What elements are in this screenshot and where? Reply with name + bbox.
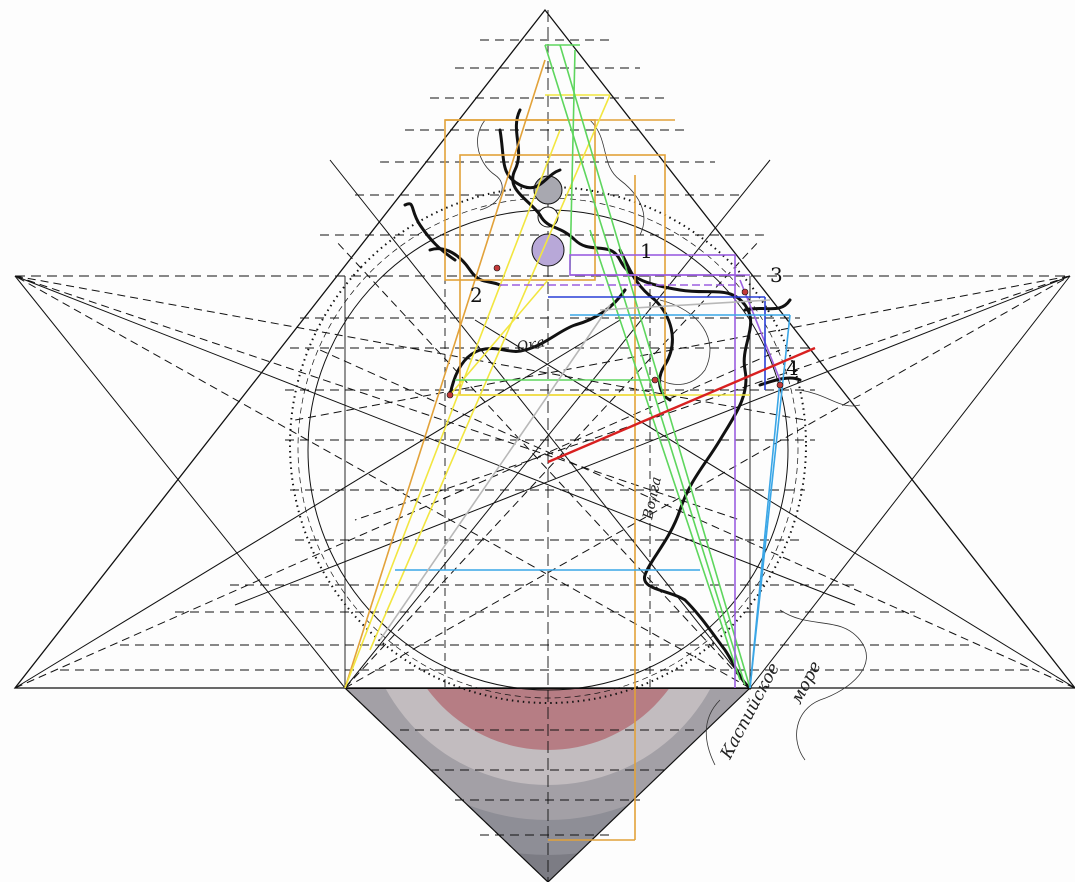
yellow-construction bbox=[344, 94, 750, 689]
point-label-2: 2 bbox=[470, 283, 483, 307]
lightblue-construction bbox=[395, 314, 791, 689]
construction-lines bbox=[344, 44, 816, 841]
river-label-oka: Ока bbox=[516, 334, 547, 356]
gray-construction bbox=[379, 299, 771, 641]
map-contours bbox=[477, 119, 867, 766]
point-label-1: 1 bbox=[640, 239, 653, 263]
green-construction bbox=[455, 44, 751, 689]
point-markers bbox=[446, 264, 784, 399]
violet-construction bbox=[500, 254, 781, 688]
point-label-3: 3 bbox=[770, 263, 783, 287]
horizontal-grid bbox=[60, 39, 1030, 836]
red-radius-line bbox=[547, 346, 816, 464]
point-label-4: 4 bbox=[786, 356, 799, 380]
blue-construction bbox=[548, 296, 766, 390]
river-label-volga: Волга bbox=[640, 475, 665, 521]
small-gray-circle bbox=[533, 175, 563, 205]
